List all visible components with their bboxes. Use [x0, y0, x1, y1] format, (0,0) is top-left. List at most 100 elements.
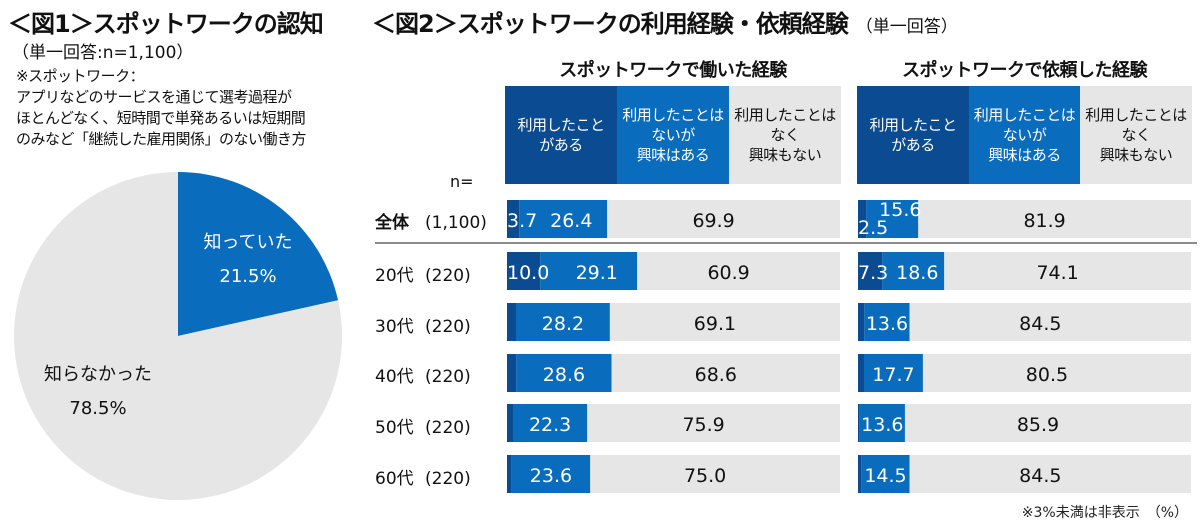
bar-segment-used [858, 200, 867, 238]
bar-segment-interested [519, 200, 608, 238]
bar-value-label: 80.5 [1026, 364, 1068, 386]
row-label-30s: 30代 (220) [375, 312, 471, 337]
legend-header-interested: 利用したことは ないが 興味はある [617, 86, 729, 184]
bar-value-label: 26.4 [550, 210, 592, 232]
bar-value-label: 28.6 [543, 364, 585, 386]
bar-segment-used [858, 404, 860, 442]
bar-value-label: 3.7 [507, 210, 537, 232]
bar-segment-not-interested [587, 404, 840, 442]
row-category: 全体 [375, 213, 409, 233]
bar-segment-used [507, 303, 516, 341]
bar-value-label: 29.1 [576, 262, 618, 284]
bar-segment-not-interested [611, 354, 840, 392]
pie-slice [14, 172, 343, 500]
bar-segment-interested [512, 404, 588, 442]
bar-segment-not-interested [944, 252, 1191, 290]
bar-value-label: 68.6 [695, 364, 737, 386]
row-n: (220) [425, 266, 471, 286]
bar-segment-interested [859, 404, 905, 442]
bar-segment-interested [861, 455, 910, 493]
row-label-total: 全体 (1,100) [375, 208, 487, 233]
total-separator-line [375, 242, 1197, 244]
row-n: (220) [425, 469, 471, 489]
bar-value-label: 10.0 [507, 262, 549, 284]
bar-value-label: 28.2 [542, 313, 584, 335]
pie-label: 知っていた [203, 232, 292, 253]
legend-header-not-interested: 利用したことは なく 興味もない [729, 86, 841, 184]
bar-value-label: 13.6 [861, 414, 903, 436]
fig1-note-line: ほとんどなく、短時間で単発あるいは短期間 [16, 109, 306, 127]
bar-value-label: 75.0 [684, 465, 726, 487]
fig1-note: ※スポットワーク： アプリなどのサービスを通じて選考過程が ほとんどなく、短時間… [16, 66, 307, 150]
bar-segment-used [507, 200, 520, 238]
row-category: 40代 [375, 367, 414, 387]
bar-value-label: 85.9 [1017, 414, 1059, 436]
legend-header-interested: 利用したことは ないが 興味はある [969, 86, 1080, 184]
legend-header-used: 利用したこと がある [857, 86, 969, 184]
bar-segment-used [507, 455, 512, 493]
bar-segment-interested [882, 252, 945, 290]
bar-segment-used [507, 354, 517, 392]
bar-segment-used [507, 252, 541, 290]
bar-value-label: 14.5 [864, 465, 906, 487]
bar-segment-interested [863, 354, 923, 392]
bar-value-label: 84.5 [1019, 465, 1061, 487]
row-n: (220) [425, 418, 471, 438]
bar-segment-interested [515, 303, 610, 341]
row-label-40s: 40代 (220) [375, 362, 471, 387]
row-category: 60代 [375, 469, 414, 489]
bar-value-label: 84.5 [1019, 313, 1061, 335]
bar-segment-not-interested [909, 455, 1191, 493]
row-label-60s: 60代 (220) [375, 464, 471, 489]
bar-segment-not-interested [609, 303, 840, 341]
fig2-title-main: ＜図2＞スポットワークの利用経験・依頼経験 [372, 10, 849, 38]
bar-value-label: 13.6 [866, 313, 908, 335]
bar-value-label: 17.7 [872, 364, 914, 386]
pie-slice [178, 172, 339, 336]
bar-segment-interested [516, 354, 612, 392]
bar-segment-used [858, 455, 862, 493]
row-category: 20代 [375, 266, 414, 286]
row-label-50s: 50代 (220) [375, 413, 471, 438]
bar-value-label: 22.3 [529, 414, 571, 436]
bar-segment-used [858, 252, 883, 290]
row-n: (1,100) [425, 213, 487, 233]
bar-segment-not-interested [918, 200, 1191, 238]
bar-segment-not-interested [590, 455, 840, 493]
bar-segment-used [858, 303, 865, 341]
bar-value-label: 7.3 [858, 262, 888, 284]
n-label: n= [450, 172, 474, 191]
row-category: 50代 [375, 418, 414, 438]
bar-segment-not-interested [922, 354, 1191, 392]
fig1-note-line: アプリなどのサービスを通じて選考過程が [16, 88, 292, 106]
fig2-title-sub: （単一回答） [855, 17, 958, 37]
pie-value-label: 78.5% [69, 398, 126, 419]
row-label-20s: 20代 (220) [375, 261, 471, 286]
row-n: (220) [425, 317, 471, 337]
bar-value-label: 69.1 [694, 313, 736, 335]
fig1-note-line: ※スポットワーク： [16, 67, 145, 85]
fig1-subtitle: （単一回答:n=1,100） [12, 43, 194, 63]
fig1-title: ＜図1＞スポットワークの認知 [8, 10, 324, 38]
fig2-title: ＜図2＞スポットワークの利用経験・依頼経験 （単一回答） [372, 4, 958, 39]
bar-value-label: 15.6 [879, 199, 921, 221]
bar-segment-not-interested [909, 303, 1191, 341]
bar-segment-interested [864, 303, 910, 341]
bar-value-label: 69.9 [692, 210, 734, 232]
bar-segment-interested [540, 252, 638, 290]
bar-value-label: 75.9 [682, 414, 724, 436]
bar-segment-used [858, 354, 864, 392]
fig1-note-line: のみなど「継続した雇用関係」のない働き方 [16, 130, 307, 148]
legend-header-used: 利用したこと がある [505, 86, 617, 184]
bar-value-label: 18.6 [896, 262, 938, 284]
bar-segment-not-interested [607, 200, 840, 238]
bar-segment-interested [866, 200, 919, 238]
bar-segment-used [507, 404, 513, 442]
bar-value-label: 81.9 [1023, 210, 1065, 232]
pie-value-label: 21.5% [219, 266, 276, 287]
pie-label: 知らなかった [44, 364, 152, 385]
bar-segment-interested [511, 455, 591, 493]
legend-header-not-interested: 利用したことは なく 興味もない [1080, 86, 1192, 184]
panel-title-requested: スポットワークで依頼した経験 [902, 60, 1148, 81]
